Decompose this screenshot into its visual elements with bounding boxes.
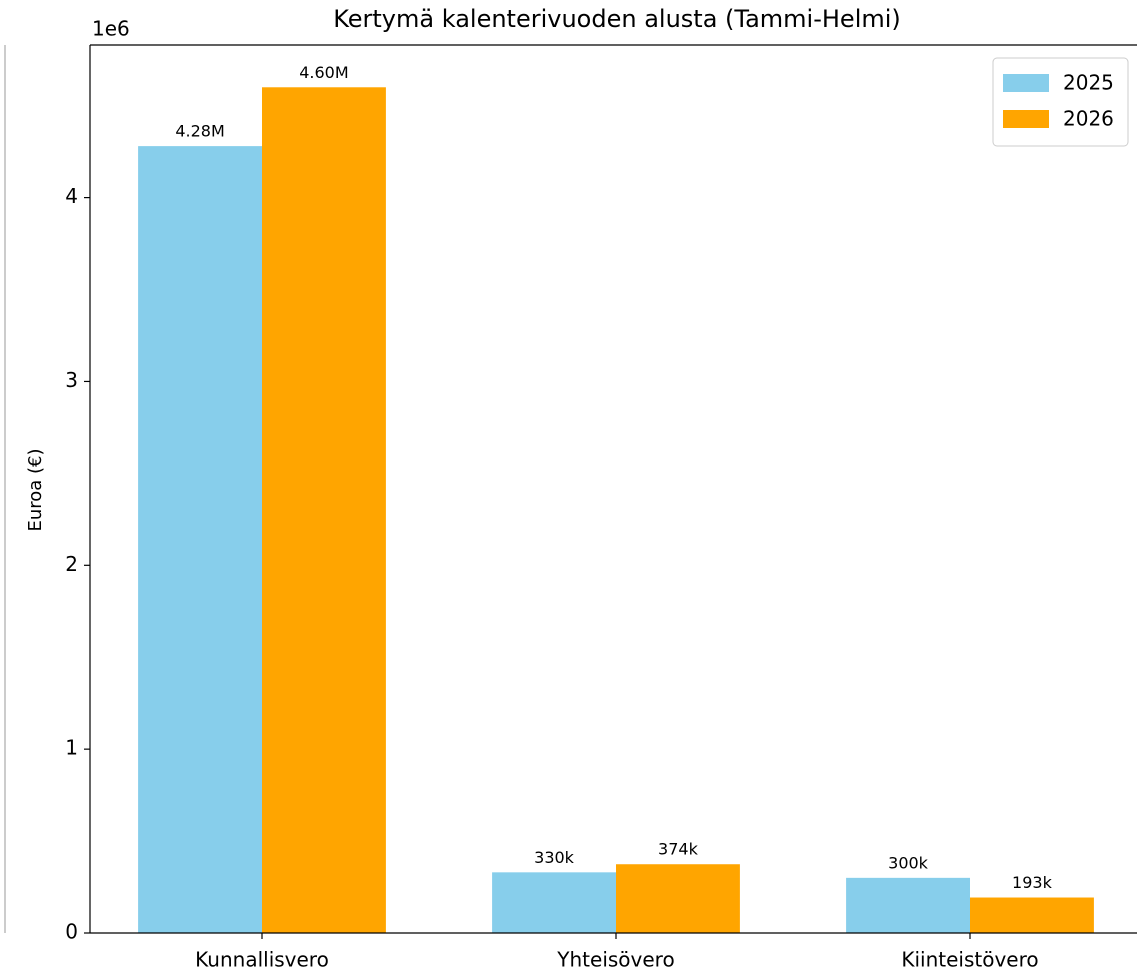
y-tick-label: 2 (65, 552, 78, 576)
value-label: 300k (888, 853, 929, 872)
chart-title: Kertymä kalenterivuoden alusta (Tammi-He… (333, 5, 901, 33)
value-label: 374k (658, 840, 699, 859)
bar (970, 897, 1094, 933)
value-label: 330k (534, 848, 575, 867)
legend-label: 2026 (1063, 107, 1114, 131)
x-tick-label: Kiinteistövero (901, 948, 1038, 972)
y-tick-label: 4 (65, 184, 78, 208)
bar (262, 87, 386, 934)
legend-label: 2025 (1063, 71, 1114, 95)
y-tick-label: 0 (65, 920, 78, 944)
x-tick-label: Kunnallisvero (195, 948, 329, 972)
value-label: 4.60M (299, 63, 348, 82)
y-axis-label: Euroa (€) (25, 448, 46, 531)
legend-swatch (1003, 74, 1049, 92)
value-label: 193k (1012, 873, 1053, 892)
bar (846, 877, 970, 933)
y-tick-label: 3 (65, 368, 78, 392)
bar (616, 864, 740, 933)
y-tick-label: 1 (65, 736, 78, 760)
bar (138, 146, 262, 933)
legend-swatch (1003, 110, 1049, 128)
x-tick-label: Yhteisövero (556, 948, 674, 972)
value-label: 4.28M (175, 122, 224, 141)
y-offset-label: 1e6 (92, 17, 130, 41)
bar (492, 872, 616, 933)
